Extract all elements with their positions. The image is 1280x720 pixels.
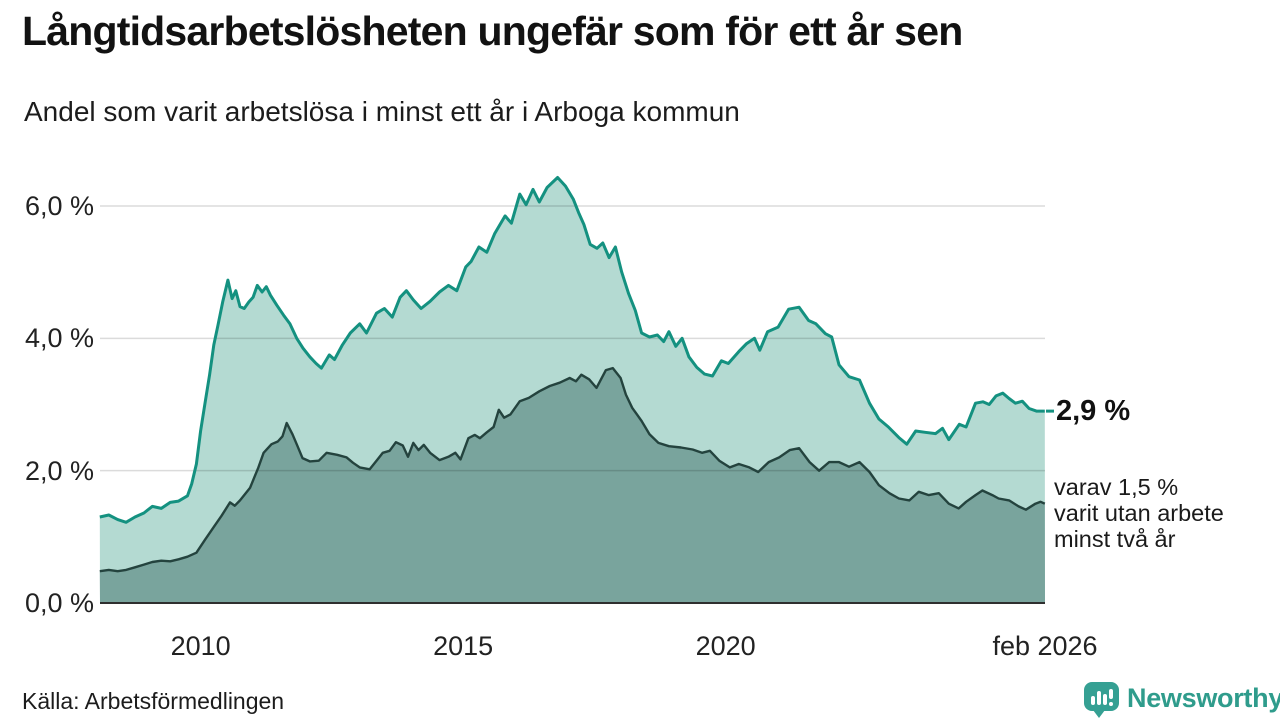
- x-axis-label: 2020: [695, 631, 756, 661]
- annotation-line: minst två år: [1054, 526, 1176, 552]
- brand-logo: Newsworthy: [1084, 680, 1280, 720]
- annotation-line: varav 1,5 %: [1054, 474, 1179, 500]
- y-axis-label: 0,0 %: [24, 588, 94, 618]
- area-two-year: [99, 368, 1046, 603]
- y-axis-label: 6,0 %: [24, 190, 94, 221]
- page-title: Långtidsarbetslösheten ungefär som för e…: [22, 8, 963, 54]
- newsworthy-chart-bubble-icon: [1084, 682, 1120, 718]
- page-subtitle: Andel som varit arbetslösa i minst ett å…: [24, 96, 740, 127]
- brand-wordmark: Newsworthy: [1127, 683, 1280, 713]
- x-axis-label: feb 2026: [992, 631, 1098, 661]
- x-axis-label: 2015: [433, 631, 494, 661]
- series-annotation: varav 1,5 % varit utan arbete minst två …: [1054, 474, 1224, 552]
- line-total: [99, 176, 1045, 524]
- line-two-year: [99, 366, 1046, 573]
- y-axis-label: 2,0 %: [24, 455, 94, 486]
- x-axis-label: 2010: [170, 631, 231, 661]
- source-note: Källa: Arbetsförmedlingen: [22, 688, 285, 714]
- series-end-value-label: 2,9 %: [1056, 395, 1131, 427]
- y-axis-label: 4,0 %: [24, 323, 94, 354]
- annotation-line: varit utan arbete: [1054, 500, 1224, 526]
